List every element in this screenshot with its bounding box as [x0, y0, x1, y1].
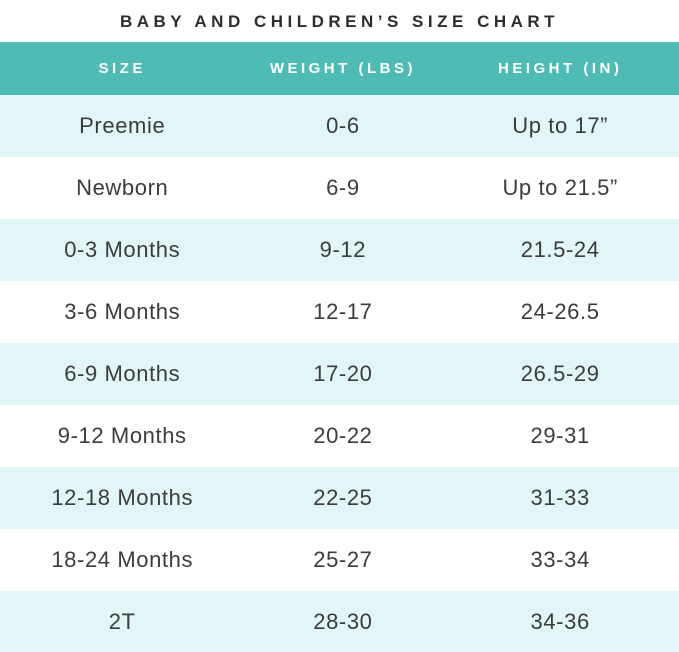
table-row: 0-3 Months 9-12 21.5-24 [0, 219, 679, 281]
table-cell: 20-22 [313, 423, 373, 448]
table-cell: 26.5-29 [520, 361, 600, 386]
table-row: 9-12 Months 20-22 29-31 [0, 405, 679, 467]
table-cell: 34-36 [530, 609, 590, 634]
table-cell: 9-12 Months [57, 423, 187, 448]
table-cell: 12-18 Months [51, 485, 194, 510]
table-cell: 2T [108, 609, 136, 634]
table-cell: 31-33 [530, 485, 590, 510]
table-cell: 21.5-24 [520, 237, 600, 262]
table-cell: 6-9 [326, 175, 360, 200]
table-cell: 24-26.5 [520, 299, 600, 324]
table-cell: 3-6 Months [64, 299, 181, 324]
table-row: 2T 28-30 34-36 [0, 591, 679, 652]
table-body: Preemie 0-6 Up to 17” Newborn 6-9 Up to 21.5”… [0, 95, 679, 652]
header-cell-0: SIZE [98, 60, 146, 77]
table-cell: 29-31 [530, 423, 590, 448]
table-cell: Up to 17” [512, 113, 609, 138]
size-table: SIZE WEIGHT (LBS) HEIGHT (IN) Preemie 0-6 Up… [0, 42, 679, 652]
header-cell-1: WEIGHT (LBS) [269, 60, 416, 77]
table-cell: Up to 21.5” [502, 175, 618, 200]
table-cell: 33-34 [530, 547, 590, 572]
table-row: Newborn 6-9 Up to 21.5” [0, 157, 679, 219]
table-row: Preemie 0-6 Up to 17” [0, 95, 679, 157]
table-cell: 6-9 Months [64, 361, 181, 386]
table-row: 12-18 Months 22-25 31-33 [0, 467, 679, 529]
table-cell: Preemie [79, 113, 166, 138]
table-cell: 0-3 Months [64, 237, 181, 262]
table-row: 18-24 Months 25-27 33-34 [0, 529, 679, 591]
header-cell-2: HEIGHT (IN) [498, 60, 623, 77]
table-cell: 18-24 Months [51, 547, 194, 572]
table-cell: 25-27 [313, 547, 373, 572]
table-row: 6-9 Months 17-20 26.5-29 [0, 343, 679, 405]
table-cell: 22-25 [313, 485, 373, 510]
table-cell: 28-30 [313, 609, 373, 634]
table-cell: 9-12 [319, 237, 367, 262]
title-band: BABY AND CHILDREN’S SIZE CHART [0, 0, 679, 42]
table-header-row: SIZE WEIGHT (LBS) HEIGHT (IN) [0, 42, 679, 95]
table-cell: 17-20 [313, 361, 373, 386]
table-cell: Newborn [76, 175, 169, 200]
table-row: 3-6 Months 12-17 24-26.5 [0, 281, 679, 343]
table-cell: 0-6 [326, 113, 360, 138]
table-cell: 12-17 [313, 299, 373, 324]
page-title: BABY AND CHILDREN’S SIZE CHART [119, 12, 560, 31]
